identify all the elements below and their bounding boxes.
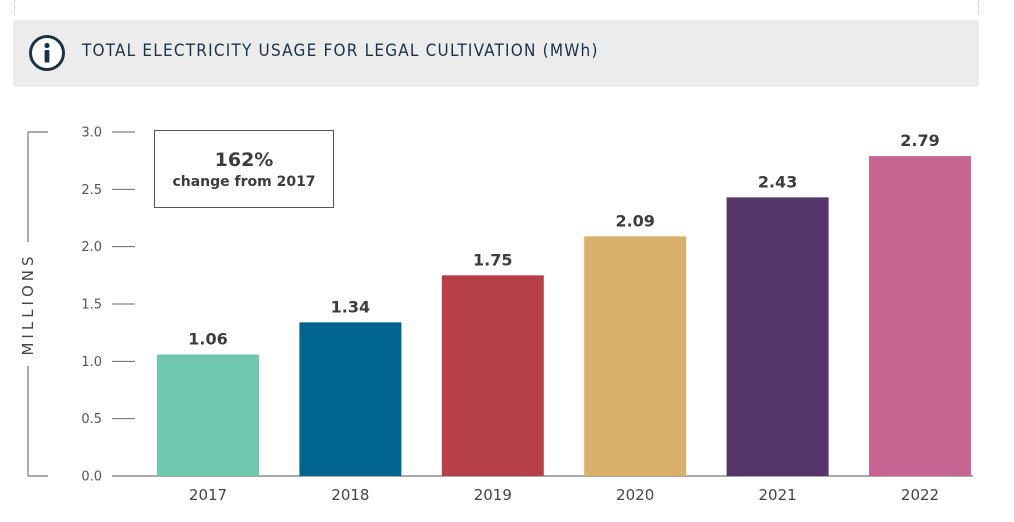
y-tick-label: 1.5: [81, 298, 102, 313]
bar-2017: [157, 354, 259, 476]
bar-2018: [299, 322, 402, 476]
y-tick-label: 1.0: [81, 355, 102, 370]
bar-2022: [869, 156, 971, 476]
y-tick-label: 0.0: [81, 470, 102, 485]
top-right-dotted-rule: [978, 0, 979, 16]
callout-percentage: 162%: [214, 149, 274, 171]
chart-title: TOTAL ELECTRICITY USAGE FOR LEGAL CULTIV…: [82, 41, 599, 61]
bar-2020: [584, 236, 687, 476]
bar-value-label: 2.79: [900, 131, 939, 150]
bar-value-label: 1.75: [473, 250, 512, 269]
bar-value-label: 2.43: [758, 172, 797, 191]
bar-value-label: 1.34: [331, 297, 370, 316]
top-left-dotted-rule: [14, 0, 15, 16]
info-icon: [29, 35, 65, 71]
bar-value-label: 2.09: [615, 211, 654, 230]
y-tick-label: 0.5: [81, 412, 102, 427]
labels-layer: 1.06 2017 1.34 2018 1.75 2019 2.09 2020 2.43 2021…: [188, 131, 939, 504]
bars-layer: [157, 156, 971, 477]
x-tick-label: 2022: [901, 486, 939, 504]
y-tick-label: 3.0: [81, 126, 102, 141]
x-tick-label: 2018: [331, 486, 369, 504]
x-tick-label: 2020: [616, 486, 654, 504]
bar-2019: [441, 275, 544, 476]
x-tick-label: 2017: [189, 486, 227, 504]
callout-label: change from 2017: [172, 174, 316, 190]
x-tick-label: 2019: [474, 486, 512, 504]
bar-2021: [726, 197, 829, 477]
y-axis-label-gap: [19, 242, 37, 366]
bar-value-label: 1.06: [188, 329, 227, 348]
chart-header: TOTAL ELECTRICITY USAGE FOR LEGAL CULTIV…: [13, 20, 979, 87]
y-tick-label: 2.0: [81, 240, 102, 255]
y-axis-label: MILLIONS: [19, 252, 37, 355]
x-tick-label: 2021: [759, 486, 797, 504]
change-callout: 162% change from 2017: [154, 130, 334, 208]
y-tick-label: 2.5: [81, 183, 102, 198]
